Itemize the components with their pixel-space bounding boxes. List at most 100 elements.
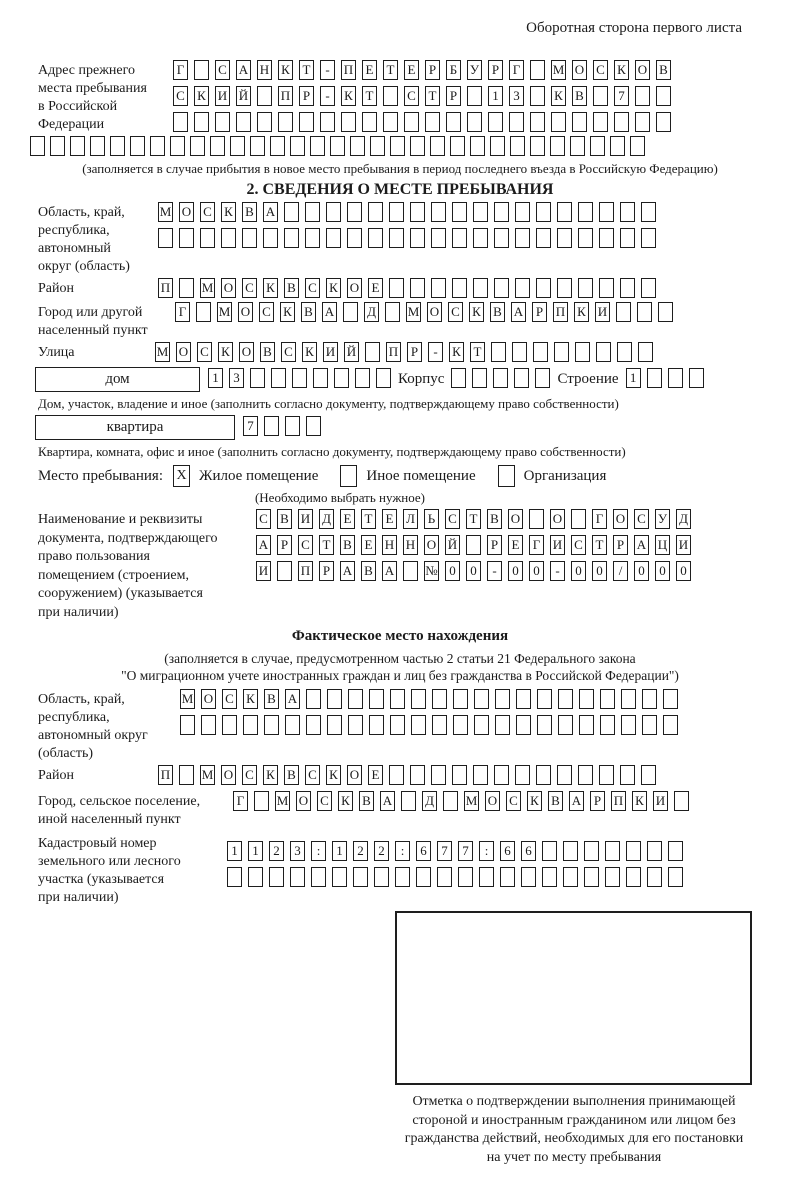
form-cell[interactable] — [431, 202, 446, 222]
form-cell[interactable]: А — [322, 302, 337, 322]
form-cell[interactable] — [179, 278, 194, 298]
form-cell[interactable] — [264, 715, 279, 735]
form-cell[interactable] — [530, 136, 545, 156]
form-cell[interactable] — [584, 841, 599, 861]
form-cell[interactable]: 3 — [509, 86, 524, 106]
form-cell[interactable] — [263, 228, 278, 248]
form-cell[interactable] — [578, 765, 593, 785]
form-cell[interactable]: И — [256, 561, 271, 581]
form-cell[interactable]: С — [222, 689, 237, 709]
form-cell[interactable] — [554, 342, 569, 362]
form-cell[interactable]: О — [179, 202, 194, 222]
form-cell[interactable]: Е — [368, 765, 383, 785]
form-cell[interactable] — [348, 689, 363, 709]
form-cell[interactable]: Д — [422, 791, 437, 811]
form-cell[interactable] — [599, 228, 614, 248]
stay-checkbox-residential[interactable]: X — [173, 465, 190, 487]
form-cell[interactable] — [473, 765, 488, 785]
form-cell[interactable]: Р — [319, 561, 334, 581]
form-cell[interactable]: А — [569, 791, 584, 811]
form-cell[interactable]: А — [340, 561, 355, 581]
form-cell[interactable]: Т — [319, 535, 334, 555]
form-cell[interactable] — [558, 715, 573, 735]
form-cell[interactable] — [542, 841, 557, 861]
form-cell[interactable]: А — [263, 202, 278, 222]
form-cell[interactable] — [575, 342, 590, 362]
form-cell[interactable] — [179, 765, 194, 785]
form-cell[interactable]: Б — [446, 60, 461, 80]
form-cell[interactable] — [327, 689, 342, 709]
form-cell[interactable]: О — [221, 765, 236, 785]
form-cell[interactable]: М — [217, 302, 232, 322]
form-cell[interactable]: И — [298, 509, 313, 529]
form-cell[interactable] — [572, 112, 587, 132]
form-cell[interactable]: Н — [382, 535, 397, 555]
form-cell[interactable] — [646, 368, 662, 388]
form-cell[interactable] — [410, 278, 425, 298]
form-cell[interactable]: Т — [425, 86, 440, 106]
form-cell[interactable]: П — [553, 302, 568, 322]
form-cell[interactable] — [542, 867, 557, 887]
form-cell[interactable] — [431, 765, 446, 785]
form-cell[interactable]: Р — [487, 535, 502, 555]
form-cell[interactable]: В — [284, 278, 299, 298]
form-cell[interactable] — [254, 791, 269, 811]
form-cell[interactable] — [389, 202, 404, 222]
form-cell[interactable]: С — [215, 60, 230, 80]
form-cell[interactable]: - — [320, 86, 335, 106]
form-cell[interactable] — [242, 228, 257, 248]
form-cell[interactable] — [563, 867, 578, 887]
form-cell[interactable] — [353, 867, 368, 887]
form-cell[interactable]: 7 — [437, 841, 452, 861]
form-cell[interactable]: Т — [592, 535, 607, 555]
form-cell[interactable] — [642, 715, 657, 735]
form-cell[interactable] — [474, 689, 489, 709]
form-cell[interactable] — [491, 342, 506, 362]
form-cell[interactable]: : — [395, 841, 410, 861]
form-cell[interactable] — [201, 715, 216, 735]
form-cell[interactable] — [557, 765, 572, 785]
form-cell[interactable]: С — [634, 509, 649, 529]
form-cell[interactable] — [512, 342, 527, 362]
form-cell[interactable] — [250, 368, 265, 388]
form-cell[interactable] — [70, 136, 85, 156]
form-cell[interactable] — [290, 136, 305, 156]
form-cell[interactable]: К — [527, 791, 542, 811]
form-cell[interactable] — [605, 867, 620, 887]
form-cell[interactable]: С — [173, 86, 188, 106]
form-cell[interactable]: Т — [362, 86, 377, 106]
form-cell[interactable]: П — [386, 342, 401, 362]
form-cell[interactable]: К — [280, 302, 295, 322]
form-cell[interactable] — [472, 368, 488, 388]
form-cell[interactable]: 1 — [332, 841, 347, 861]
form-cell[interactable]: М — [551, 60, 566, 80]
form-cell[interactable] — [557, 202, 572, 222]
form-cell[interactable]: Д — [676, 509, 691, 529]
form-cell[interactable] — [617, 342, 632, 362]
form-cell[interactable] — [535, 368, 551, 388]
form-cell[interactable] — [688, 368, 704, 388]
form-cell[interactable] — [578, 278, 593, 298]
form-cell[interactable] — [641, 228, 656, 248]
form-cell[interactable] — [350, 136, 365, 156]
form-cell[interactable] — [451, 368, 467, 388]
form-cell[interactable] — [410, 765, 425, 785]
form-cell[interactable] — [668, 867, 683, 887]
form-cell[interactable] — [610, 136, 625, 156]
form-cell[interactable] — [334, 368, 349, 388]
form-cell[interactable] — [593, 112, 608, 132]
form-cell[interactable]: О — [508, 509, 523, 529]
form-cell[interactable]: О — [238, 302, 253, 322]
form-cell[interactable]: О — [613, 509, 628, 529]
form-cell[interactable]: - — [320, 60, 335, 80]
form-cell[interactable]: С — [404, 86, 419, 106]
form-cell[interactable] — [362, 112, 377, 132]
form-cell[interactable]: : — [479, 841, 494, 861]
form-cell[interactable]: Г — [529, 535, 544, 555]
form-cell[interactable]: 6 — [521, 841, 536, 861]
form-cell[interactable] — [278, 112, 293, 132]
form-cell[interactable]: К — [194, 86, 209, 106]
form-cell[interactable] — [470, 136, 485, 156]
form-cell[interactable] — [473, 228, 488, 248]
form-cell[interactable]: К — [263, 765, 278, 785]
